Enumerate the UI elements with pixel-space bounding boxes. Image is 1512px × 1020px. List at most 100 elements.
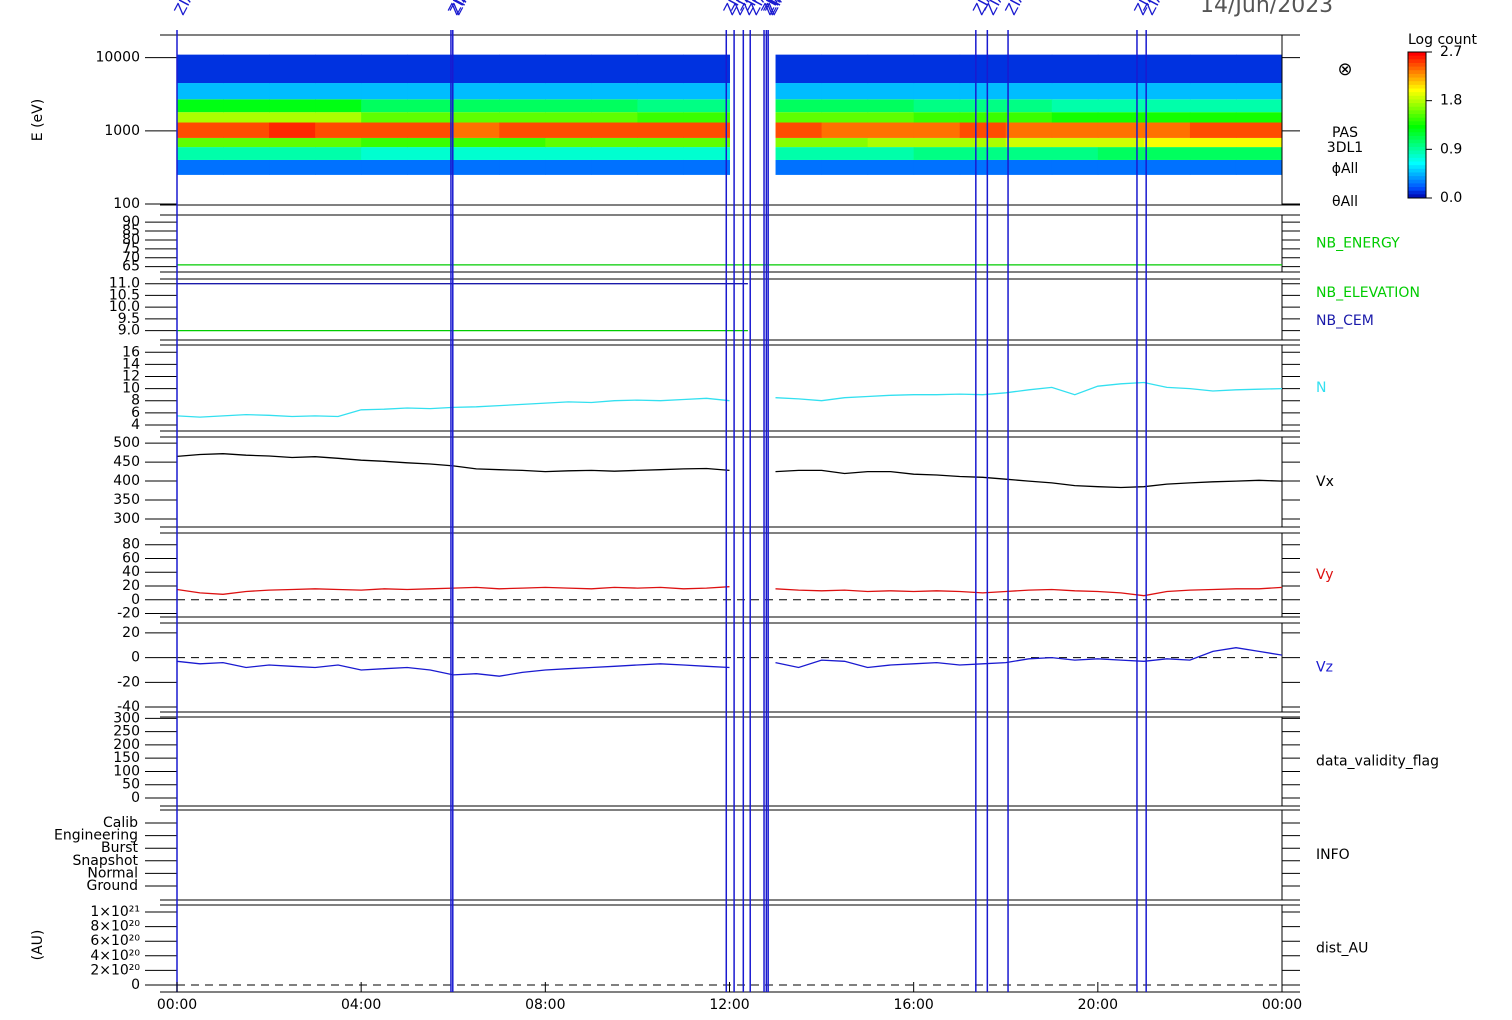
- heatmap-cell: [499, 137, 546, 148]
- y-category-label: Normal: [87, 865, 138, 881]
- heatmap-cell: [453, 112, 500, 123]
- panel-label: dist_AU: [1316, 941, 1368, 957]
- y-tick-label: 6×10²⁰: [90, 933, 140, 949]
- heatmap-cell: [545, 122, 592, 138]
- panel-label: ϕAll: [1332, 161, 1359, 177]
- heatmap-cell: [1097, 137, 1145, 148]
- y-category-label: Ground: [87, 878, 139, 894]
- y-tick-label: 450: [113, 454, 140, 470]
- heatmap-cell: [821, 159, 869, 175]
- heatmap-cell: [775, 137, 823, 148]
- y-tick-label: 1000: [104, 123, 140, 139]
- heatmap-cell: [499, 159, 546, 175]
- heatmap-cell: [315, 137, 362, 148]
- heatmap-cell: [361, 122, 408, 138]
- y-tick-label: 9.0: [118, 323, 140, 339]
- heatmap-cell: [177, 159, 224, 175]
- heatmap-cell: [1005, 83, 1053, 100]
- colorbar-swatch: [1408, 146, 1426, 152]
- colorbar-swatch: [1408, 66, 1426, 71]
- x-tick-label: 00:00: [1262, 997, 1302, 1013]
- colorbar-swatch: [1408, 125, 1426, 130]
- series-label: Vz: [1316, 660, 1333, 676]
- heatmap-cell: [775, 159, 823, 175]
- heatmap-cell: [1235, 147, 1283, 160]
- series-line: [176, 381, 1283, 418]
- panel-label: θAll: [1332, 194, 1358, 210]
- colorbar-swatch: [1408, 70, 1426, 75]
- y-tick-label: 250: [113, 724, 140, 740]
- colorbar-title: Log count: [1408, 32, 1477, 48]
- y-tick-label: 0: [131, 977, 140, 993]
- heatmap-cell: [361, 112, 408, 123]
- series-label: Vx: [1316, 474, 1334, 490]
- y-tick-label: 70: [122, 250, 140, 266]
- x-tick-label: 08:00: [525, 997, 565, 1013]
- y-axis-label: E (eV): [30, 99, 46, 141]
- heatmap-cell: [775, 122, 823, 138]
- heatmap-cell: [1143, 54, 1191, 84]
- y-tick-label: 10000: [95, 50, 140, 66]
- heatmap-cell: [913, 99, 961, 113]
- heatmap-cell: [177, 122, 224, 138]
- heatmap-cell: [683, 112, 730, 123]
- colorbar-swatch: [1408, 114, 1426, 119]
- heatmap-cell: [1189, 112, 1237, 123]
- heatmap-cell: [683, 54, 730, 84]
- heatmap-cell: [1005, 147, 1053, 160]
- heatmap-cell: [637, 112, 684, 123]
- heatmap-cell: [545, 112, 592, 123]
- y-tick-label: 11.0: [109, 276, 140, 292]
- heatmap-cell: [269, 112, 316, 123]
- heatmap-cell: [867, 122, 915, 138]
- colorbar-swatch: [1408, 139, 1426, 144]
- x-tick-label: 00:00: [157, 997, 197, 1013]
- heatmap-cell: [407, 122, 454, 138]
- x-tick-label: 16:00: [893, 997, 933, 1013]
- heatmap-cell: [591, 112, 638, 123]
- heatmap-cell: [407, 147, 454, 160]
- heatmap-cell: [407, 112, 454, 123]
- heatmap-cell: [637, 83, 684, 100]
- colorbar-swatch: [1408, 187, 1426, 192]
- heatmap-cell: [1189, 54, 1237, 84]
- colorbar-swatch: [1408, 194, 1426, 199]
- y-tick-label: 14: [122, 356, 140, 372]
- heatmap-cell: [407, 99, 454, 113]
- heatmap-cell: [223, 122, 270, 138]
- heatmap-cell: [1143, 112, 1191, 123]
- heatmap-cell: [775, 112, 823, 123]
- y-tick-label: 9.5: [118, 311, 140, 327]
- heatmap-cell: [315, 54, 362, 84]
- colorbar-swatch: [1408, 154, 1426, 159]
- y-tick-label: 0: [131, 592, 140, 608]
- heatmap-cell: [1189, 137, 1237, 148]
- heatmap-cell: [591, 122, 638, 138]
- colorbar-swatch: [1408, 84, 1426, 89]
- y-tick-label: 500: [113, 435, 140, 451]
- heatmap-cell: [315, 147, 362, 160]
- heatmap-cell: [1097, 112, 1145, 123]
- heatmap-cell: [1097, 159, 1145, 175]
- colorbar-swatch: [1408, 176, 1426, 181]
- panel-label: INFO: [1316, 847, 1350, 863]
- heatmap-cell: [959, 112, 1007, 123]
- heatmap-cell: [269, 137, 316, 148]
- colorbar-swatch: [1408, 172, 1426, 177]
- colorbar-swatch: [1408, 103, 1426, 108]
- heatmap-cell: [637, 147, 684, 160]
- y-tick-label: 80: [122, 537, 140, 553]
- heatmap-cell: [591, 83, 638, 100]
- heatmap-cell: [361, 99, 408, 113]
- y-tick-label: -40: [117, 699, 140, 715]
- series-line: [176, 647, 1283, 677]
- colorbar-swatch: [1408, 179, 1426, 184]
- heatmap-cell: [1051, 122, 1099, 138]
- y-tick-label: 0: [131, 790, 140, 806]
- y-tick-label: 90: [122, 214, 140, 230]
- heatmap-cell: [867, 83, 915, 100]
- y-tick-label: 300: [113, 511, 140, 527]
- colorbar-swatch: [1408, 168, 1426, 173]
- heatmap-cell: [1051, 159, 1099, 175]
- heatmap-cell: [1051, 99, 1099, 113]
